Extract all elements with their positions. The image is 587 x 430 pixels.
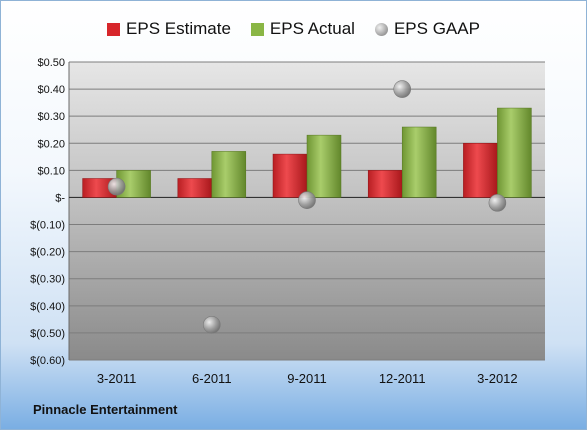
legend-swatch-actual [250,22,264,36]
chart-legend: EPS Estimate EPS Actual EPS GAAP [0,16,587,42]
y-tick-label: $0.10 [37,165,65,177]
point-eps-gaap [488,194,507,212]
legend-label-actual: EPS Actual [269,19,355,38]
y-tick-label: $0.40 [37,84,65,96]
y-tick-label: $(0.10) [30,220,65,232]
y-tick-label: $(0.20) [30,247,65,259]
legend-item-gaap: EPS GAAP [374,19,480,39]
bar-eps-actual [211,151,247,198]
y-tick-label: $(0.30) [30,274,65,286]
legend-label-gaap: EPS GAAP [393,19,480,38]
bar-eps-actual [401,126,437,198]
bars [82,107,532,198]
bar-eps-estimate [272,153,308,198]
gaap-points [107,80,507,334]
y-tick-label: $- [55,192,65,204]
y-tick-label: $0.30 [37,111,65,123]
y-tick-label: $(0.50) [30,328,65,340]
y-tick-label: $0.50 [37,57,65,69]
bar-eps-estimate [177,178,213,198]
legend-item-estimate: EPS Estimate [107,19,231,39]
bar-eps-actual [306,134,342,198]
point-eps-gaap [107,177,126,196]
legend-label-estimate: EPS Estimate [126,19,231,38]
x-axis-ticks: 3-2011 6-2011 9-2011 12-2011 3-2012 [97,371,518,386]
x-tick-label: 6-2011 [192,371,232,386]
point-eps-gaap [203,315,221,334]
company-name: Pinnacle Entertainment [33,402,178,417]
plot-area [69,62,545,360]
point-eps-gaap [393,80,412,98]
legend-swatch-gaap [374,22,388,36]
x-tick-label: 3-2011 [97,371,137,386]
y-tick-label: $(0.60) [30,355,65,367]
legend-swatch-estimate [107,22,121,36]
legend-item-actual: EPS Actual [250,19,355,39]
x-tick-label: 12-2011 [379,371,426,386]
bar-eps-actual [497,107,532,198]
bar-eps-estimate [367,170,403,198]
point-eps-gaap [298,191,316,209]
y-axis-ticks: $0.50 $0.40 $0.30 $0.20 $0.10 $- $(0.10) $(0.20… [30,57,65,367]
bar-eps-estimate [463,143,498,198]
y-tick-label: $0.20 [37,138,65,150]
y-tick-label: $(0.40) [30,301,65,313]
x-tick-label: 3-2012 [477,371,517,386]
x-tick-label: 9-2011 [287,371,327,386]
